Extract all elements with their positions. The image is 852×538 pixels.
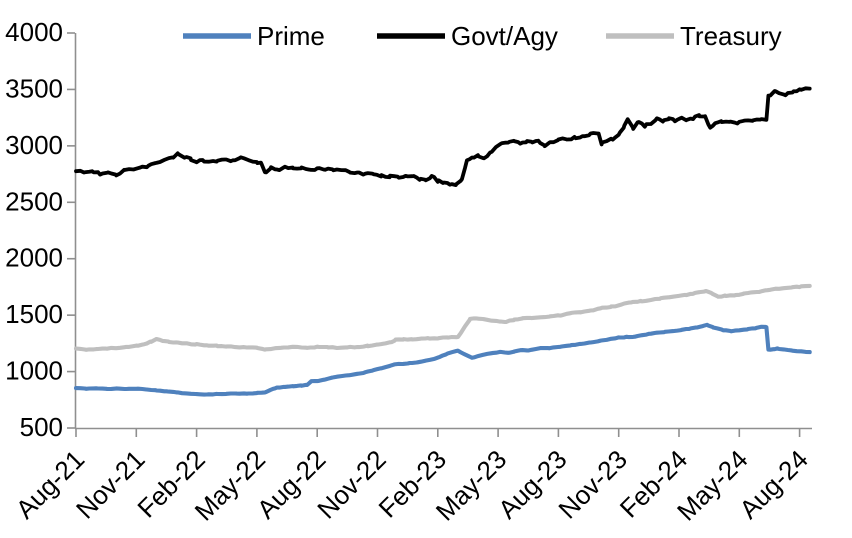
y-tick-label: 3000	[5, 130, 63, 160]
legend-item-govt-agy: Govt/Agy	[377, 21, 558, 51]
y-tick-label: 3500	[5, 73, 63, 103]
legend-label-treasury: Treasury	[680, 21, 782, 51]
y-axis-labels: 4000 3500 3000 2500 2000 1500 1000 500	[5, 17, 63, 442]
y-tick-label: 1500	[5, 299, 63, 329]
series-line-treasury	[73, 283, 812, 352]
legend-label-prime: Prime	[257, 21, 325, 51]
x-axis-labels: Aug-21 Nov-21 Feb-22 May-22 Aug-22 Nov-2…	[10, 444, 814, 527]
y-tick-label: 2500	[5, 186, 63, 216]
x-tick-label: Nov-22	[311, 444, 391, 524]
legend-item-treasury: Treasury	[606, 21, 782, 51]
y-tick-label: 500	[20, 412, 63, 442]
x-tick-label: Nov-23	[552, 444, 632, 524]
y-tick-label: 4000	[5, 17, 63, 47]
series-group	[73, 86, 812, 397]
axis-ticks	[67, 32, 801, 437]
legend: Prime Govt/Agy Treasury	[183, 21, 782, 51]
y-tick-label: 1000	[5, 356, 63, 386]
series-line-govt-agy	[74, 86, 812, 188]
x-tick-label: Aug-24	[733, 444, 813, 524]
legend-label-govt-agy: Govt/Agy	[451, 21, 558, 51]
y-tick-label: 2000	[5, 243, 63, 273]
series-line-prime	[73, 322, 812, 397]
legend-item-prime: Prime	[183, 21, 325, 51]
x-tick-label: Nov-21	[70, 444, 150, 524]
